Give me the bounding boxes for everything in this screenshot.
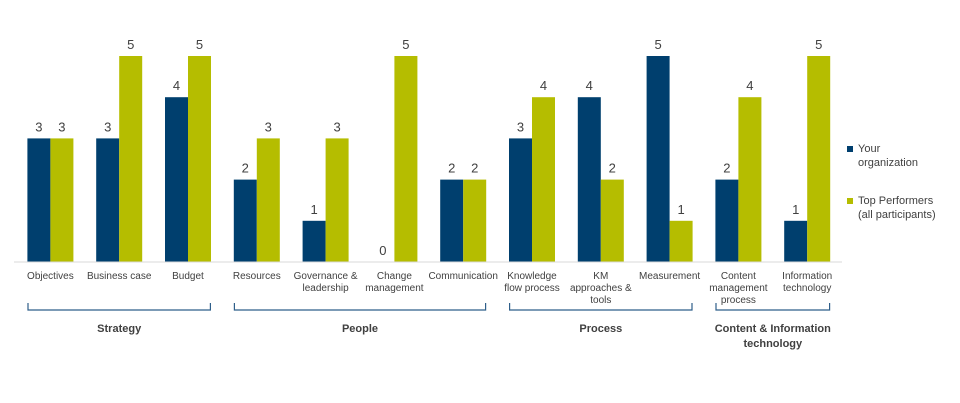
data-label: 5 <box>402 37 409 52</box>
data-label: 3 <box>35 119 42 134</box>
group-label: Process <box>579 323 622 335</box>
x-tick-label: Knowledge flow process <box>504 271 560 294</box>
x-tick-label: Communication <box>428 271 497 282</box>
bar-top-performers-9 <box>669 220 693 262</box>
bar-top-performers-10 <box>738 97 762 262</box>
bar-your-org-4 <box>302 220 326 262</box>
data-label: 1 <box>310 202 317 217</box>
data-label: 2 <box>242 161 249 176</box>
group-bracket <box>27 303 211 311</box>
bar-top-performers-3 <box>256 138 280 262</box>
bar-your-org-7 <box>509 138 532 262</box>
data-label: 3 <box>517 119 524 134</box>
bar-your-org-2 <box>165 97 188 262</box>
data-label: 2 <box>723 161 730 176</box>
bar-top-performers-6 <box>463 179 487 262</box>
x-tick-label: Measurement <box>639 271 700 282</box>
bar-top-performers-8 <box>600 179 624 262</box>
data-label: 4 <box>586 78 593 93</box>
x-tick-label: Objectives <box>27 271 74 282</box>
bar-your-org-3 <box>233 179 257 262</box>
bar-your-org-0 <box>27 138 51 262</box>
legend-label: Top Performers (all participants) <box>858 195 936 221</box>
legend-swatch <box>847 198 853 204</box>
group-label: Content & Information technology <box>715 323 831 350</box>
group-label: Strategy <box>97 323 142 335</box>
data-label: 3 <box>104 119 111 134</box>
bar-your-org-11 <box>784 220 808 262</box>
data-label: 5 <box>196 37 203 52</box>
x-tick-label: Budget <box>172 271 204 282</box>
x-tick-label: KM approaches & tools <box>570 271 632 306</box>
bar-top-performers-4 <box>325 138 349 262</box>
bar-your-org-9 <box>646 56 670 262</box>
data-label: 3 <box>265 119 272 134</box>
x-tick-label: Resources <box>233 271 281 282</box>
x-tick-label: Information technology <box>782 271 832 294</box>
group-bracket <box>233 303 487 311</box>
bar-top-performers-7 <box>532 97 555 262</box>
x-tick-label: Business case <box>87 271 152 282</box>
legend-swatch <box>847 146 853 152</box>
bar-top-performers-2 <box>188 56 211 262</box>
data-label: 0 <box>379 243 386 258</box>
data-label: 3 <box>58 119 65 134</box>
bar-top-performers-11 <box>807 56 831 262</box>
bar-your-org-8 <box>577 97 601 262</box>
data-label: 1 <box>677 202 684 217</box>
x-tick-label: Governance & leadership <box>294 271 358 294</box>
data-label: 4 <box>540 78 547 93</box>
x-tick-label: Content management process <box>709 271 768 306</box>
data-label: 2 <box>609 161 616 176</box>
bar-top-performers-1 <box>119 56 143 262</box>
bar-your-org-10 <box>715 179 739 262</box>
data-label: 5 <box>815 37 822 52</box>
data-label: 4 <box>746 78 753 93</box>
x-tick-label: Change management <box>365 271 424 294</box>
bar-your-org-6 <box>440 179 464 262</box>
bar-top-performers-0 <box>50 138 74 262</box>
data-label: 5 <box>127 37 134 52</box>
data-label: 4 <box>173 78 180 93</box>
data-label: 5 <box>654 37 661 52</box>
data-label: 2 <box>471 161 478 176</box>
bar-your-org-1 <box>96 138 120 262</box>
group-bracket <box>509 303 693 311</box>
bar-top-performers-5 <box>394 56 418 262</box>
group-label: People <box>342 323 378 335</box>
legend-label: Your organization <box>858 143 918 169</box>
data-label: 1 <box>792 202 799 217</box>
data-label: 2 <box>448 161 455 176</box>
data-label: 3 <box>333 119 340 134</box>
group-bracket <box>715 303 831 311</box>
